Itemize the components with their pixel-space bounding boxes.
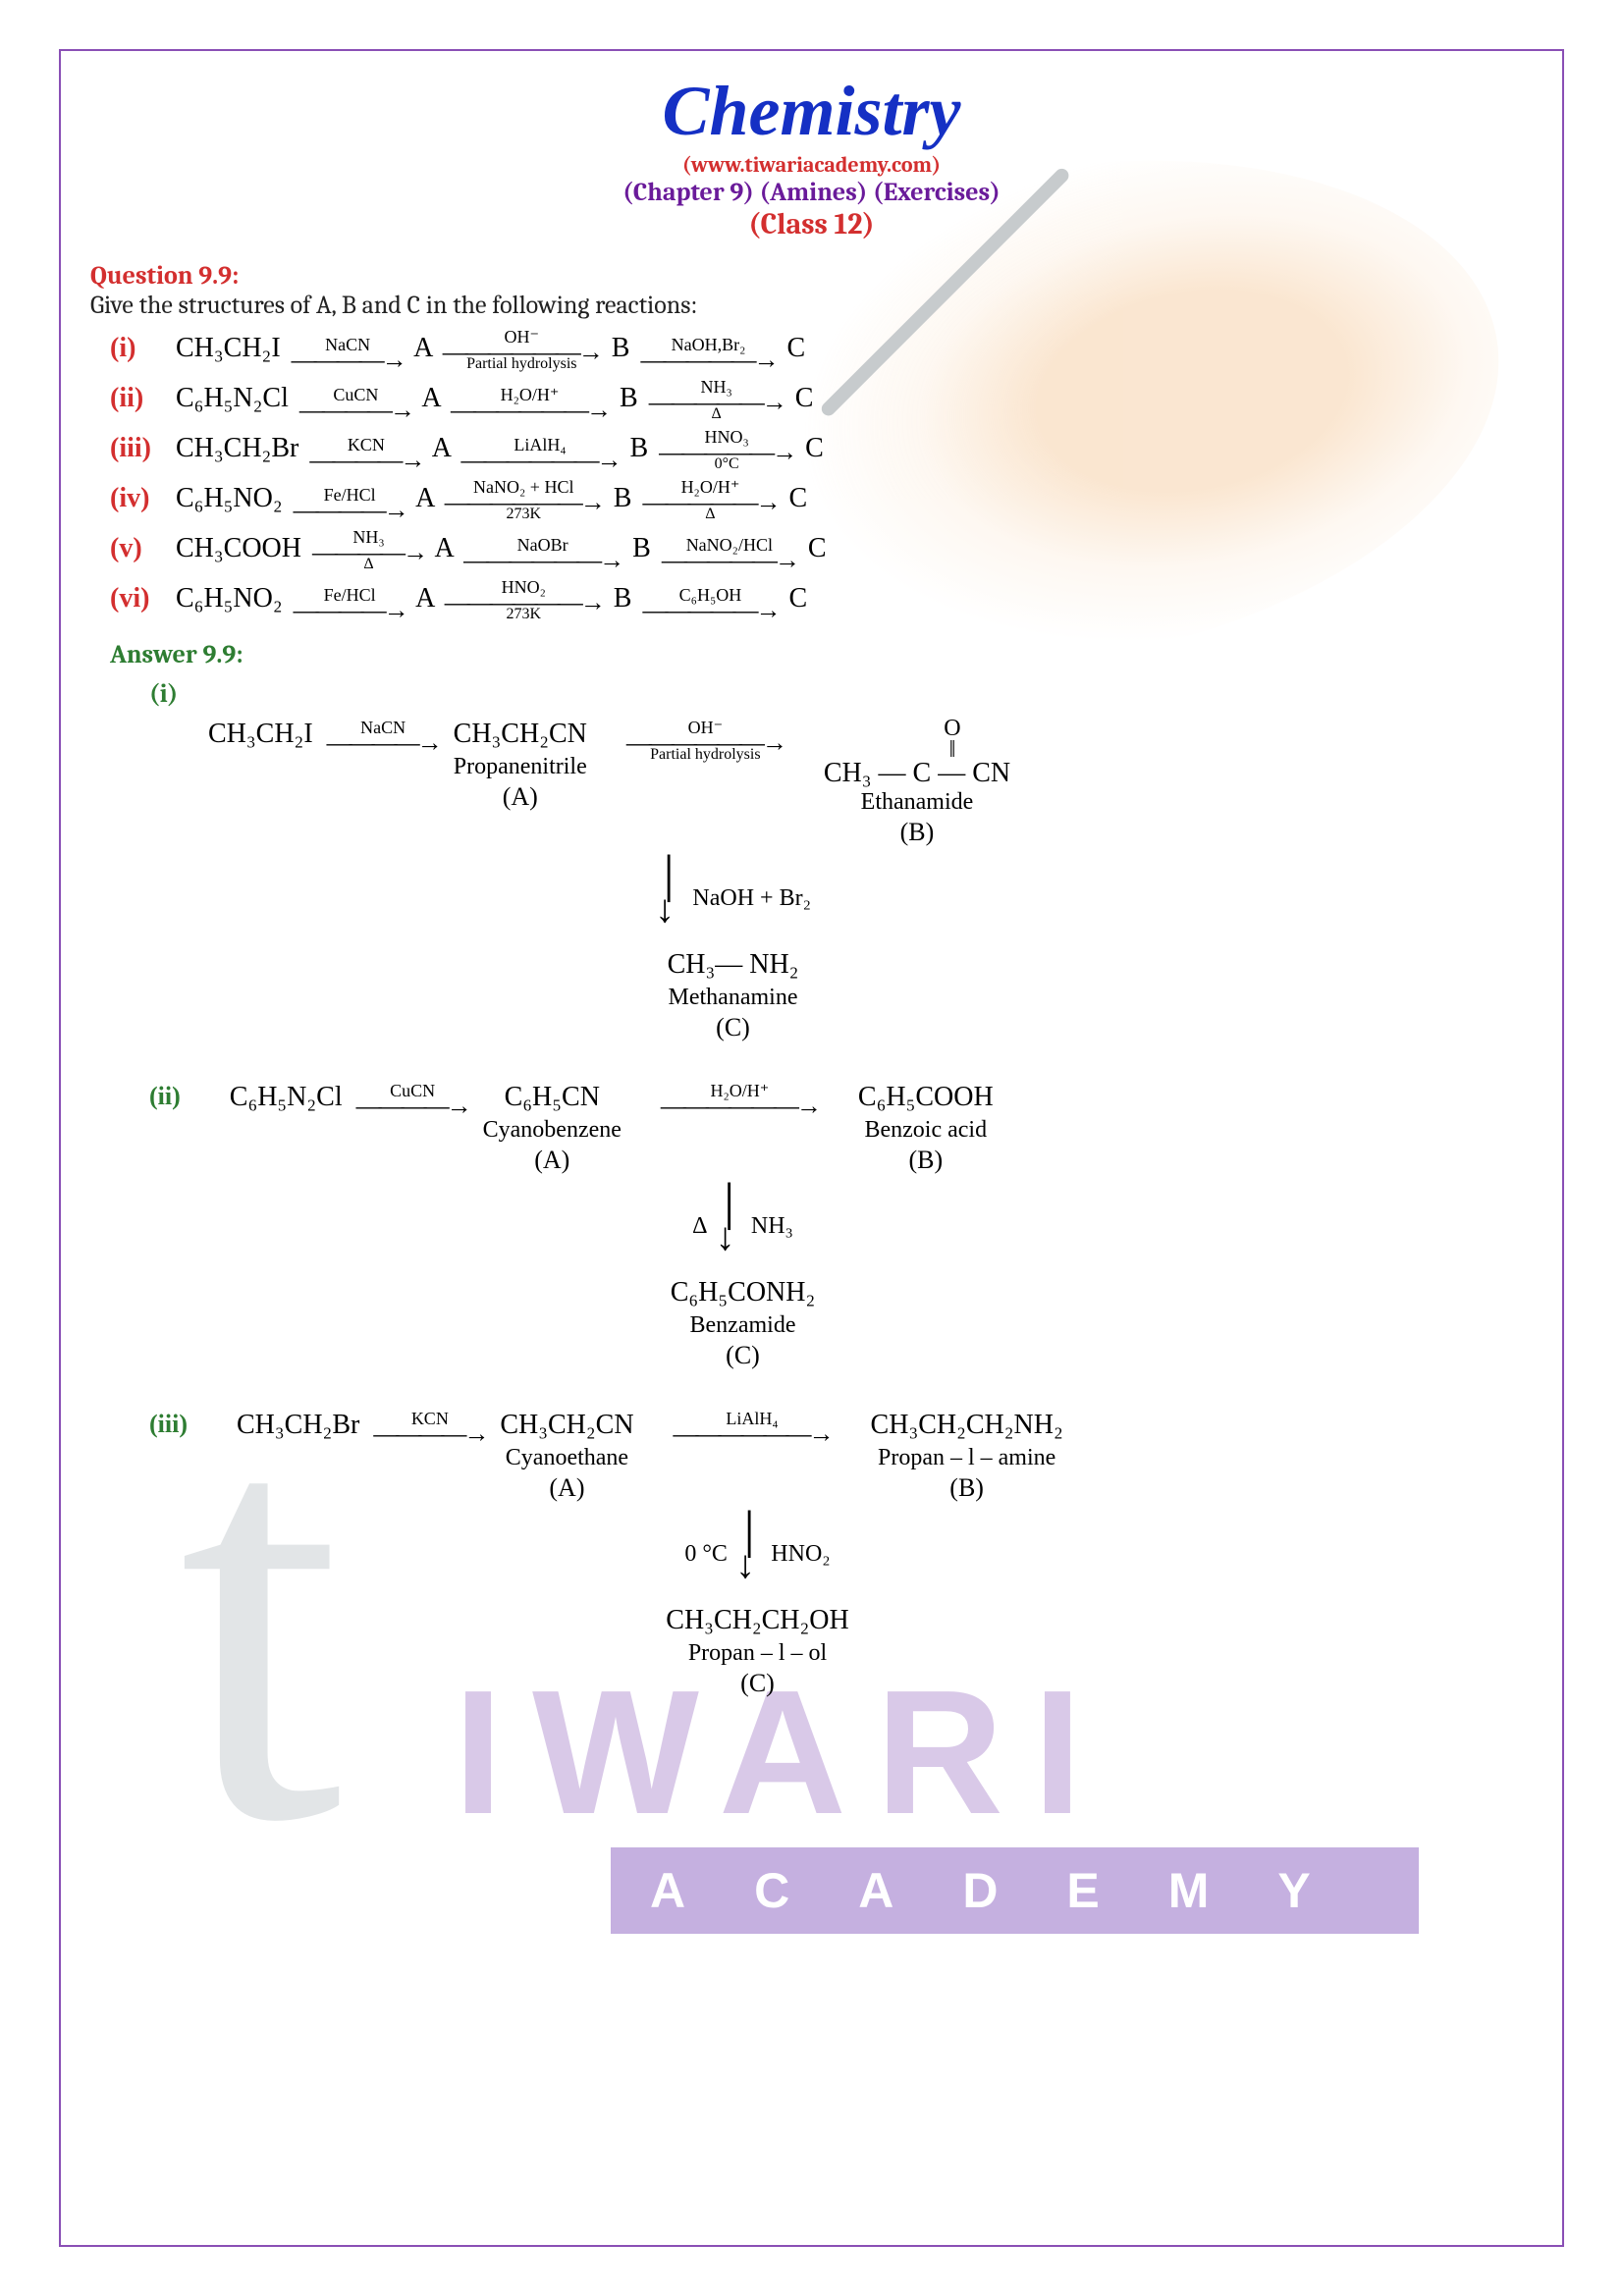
answer-label: Answer 9.9: (110, 640, 1533, 669)
question-text: Give the structures of A, B and C in the… (90, 291, 1533, 320)
answer-part-i: CH₃CH₂I NaCN————→ CH₃CH₂CN Propanenitril… (208, 719, 1454, 1042)
reaction-line: (v) CH₃COOH NH₃————→Δ A NaOBr——————→ B N… (110, 528, 1533, 572)
reaction-line: (iii) CH₃CH₂Br KCN————→ A LiAlH₄——————→ … (110, 428, 1533, 472)
reaction-line: (ii) C₆H₅N₂Cl CuCN————→ A H₂O/H⁺——————→ … (110, 378, 1533, 422)
page-title: Chemistry (90, 71, 1533, 152)
reaction-line: (iv) C₆H₅NO₂ Fe/HCl————→ A NaNO₂ + HCl——… (110, 478, 1533, 522)
class-info: (Class 12) (90, 207, 1533, 241)
reaction-line: (vi) C₆H₅NO₂ Fe/HCl————→ A HNO₂——————→27… (110, 578, 1533, 622)
answer-part-ii: (ii) C₆H₅N₂Cl CuCN————→ C₆H₅CN Cyanobenz… (208, 1082, 1454, 1370)
website-link: (www.tiwariacademy.com) (90, 152, 1533, 178)
watermark-academy: ACADEMY (611, 1847, 1419, 1934)
answer-part-i-label: (i) (149, 679, 1533, 709)
header: Chemistry (www.tiwariacademy.com) (Chapt… (90, 71, 1533, 241)
reaction-line: (i) CH₃CH₂I NaCN————→ A OH⁻——————→Partia… (110, 328, 1533, 372)
question-parts: (i) CH₃CH₂I NaCN————→ A OH⁻——————→Partia… (90, 328, 1533, 622)
answer-part-iii: (iii) CH₃CH₂Br KCN————→ CH₃CH₂CN Cyanoet… (208, 1410, 1454, 1698)
question-number: Question 9.9: (90, 261, 1533, 291)
chapter-info: (Chapter 9) (Amines) (Exercises) (90, 178, 1533, 207)
